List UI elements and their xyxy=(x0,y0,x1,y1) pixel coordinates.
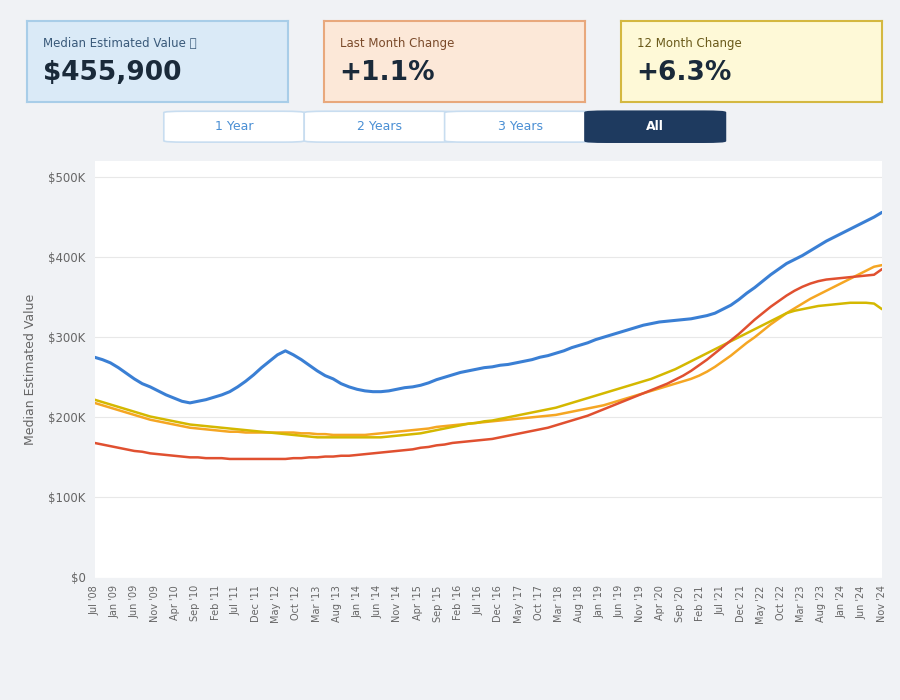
FancyBboxPatch shape xyxy=(304,111,455,142)
Will County xyxy=(328,430,338,439)
Will County xyxy=(877,261,887,270)
Will County xyxy=(272,428,283,437)
Illinois xyxy=(852,299,863,307)
Illinois xyxy=(566,399,577,407)
Text: 12 Month Change: 12 Month Change xyxy=(636,37,742,50)
Line: Will County: Will County xyxy=(94,265,882,435)
Illinois xyxy=(845,299,856,307)
New Lenox xyxy=(845,225,856,233)
Illinois xyxy=(821,301,832,309)
Illinois xyxy=(272,429,283,438)
New Lenox xyxy=(280,346,291,355)
New Lenox xyxy=(184,399,195,407)
Line: New Lenox: New Lenox xyxy=(94,212,882,403)
Will County xyxy=(89,399,100,407)
Text: 3 Years: 3 Years xyxy=(498,120,543,133)
Illinois xyxy=(89,395,100,404)
Will County xyxy=(821,286,832,295)
FancyBboxPatch shape xyxy=(585,111,725,142)
Text: Median Estimated Value ⓘ: Median Estimated Value ⓘ xyxy=(42,37,196,50)
Illinois xyxy=(311,433,322,442)
New Lenox xyxy=(877,208,887,216)
FancyBboxPatch shape xyxy=(164,111,304,142)
USA xyxy=(566,416,577,425)
USA xyxy=(248,455,259,463)
New Lenox xyxy=(821,237,832,245)
Y-axis label: Median Estimated Value: Median Estimated Value xyxy=(24,293,37,445)
New Lenox xyxy=(248,371,259,379)
Will County xyxy=(566,407,577,416)
New Lenox xyxy=(503,360,514,369)
USA xyxy=(280,455,291,463)
Text: 2 Years: 2 Years xyxy=(357,120,402,133)
USA xyxy=(877,265,887,273)
USA xyxy=(89,439,100,447)
Line: Illinois: Illinois xyxy=(94,303,882,438)
Text: $455,900: $455,900 xyxy=(42,60,181,86)
Will County xyxy=(240,428,251,437)
New Lenox xyxy=(89,353,100,361)
FancyBboxPatch shape xyxy=(445,111,596,142)
Text: +6.3%: +6.3% xyxy=(636,60,732,86)
Illinois xyxy=(877,305,887,314)
Text: All: All xyxy=(646,120,664,133)
Will County xyxy=(503,416,514,424)
USA xyxy=(224,455,235,463)
USA xyxy=(821,275,832,284)
Will County xyxy=(845,274,856,283)
Line: USA: USA xyxy=(94,269,882,459)
Text: Last Month Change: Last Month Change xyxy=(339,37,454,50)
USA xyxy=(503,431,514,440)
New Lenox xyxy=(566,344,577,352)
Illinois xyxy=(503,413,514,421)
Text: +1.1%: +1.1% xyxy=(339,60,436,86)
USA xyxy=(845,273,856,281)
Text: 1 Year: 1 Year xyxy=(215,120,253,133)
Illinois xyxy=(240,426,251,434)
